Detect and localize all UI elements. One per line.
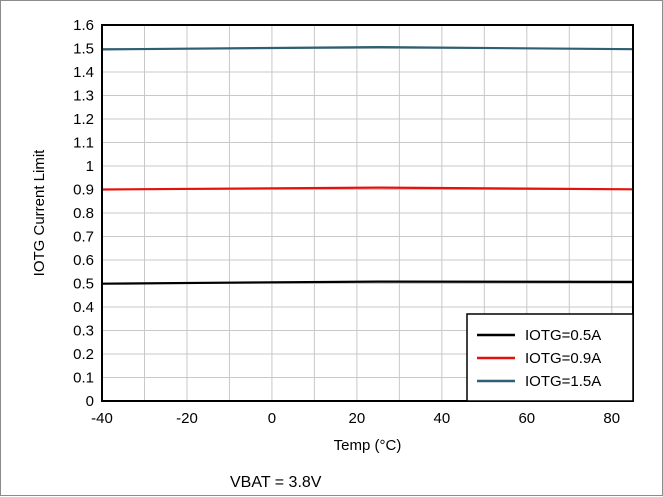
footnote-vbat: VBAT = 3.8V [230, 474, 322, 491]
y-tick-label: 0.5 [73, 276, 94, 293]
y-tick-label: 1 [86, 158, 94, 175]
axes [101, 24, 634, 402]
series-line-3 [101, 45, 634, 51]
legend-label-1: IOTG=0.5A [525, 327, 601, 344]
x-tick-labels: -40 -20 0 20 40 60 80 [91, 410, 620, 427]
y-tick-label: 0.3 [73, 323, 94, 340]
x-tick-label: -40 [91, 410, 113, 427]
y-axis-label: IOTG Current Limit [31, 149, 48, 277]
x-tick-label: -20 [176, 410, 198, 427]
x-axis-label: Temp (°C) [334, 437, 402, 454]
x-tick-label: 80 [603, 410, 620, 427]
y-tick-label: 1.3 [73, 88, 94, 105]
series-lines [101, 45, 634, 285]
y-tick-label: 0.1 [73, 370, 94, 387]
y-tick-label: 1.4 [73, 64, 94, 81]
y-tick-label: 1.2 [73, 111, 94, 128]
y-tick-label: 0.7 [73, 229, 94, 246]
series-line-2 [101, 186, 634, 191]
y-tick-labels: 0 0.1 0.2 0.3 0.4 0.5 0.6 0.7 0.8 0.9 1 1.1 1.2 1.3 1.… [73, 17, 94, 410]
y-tick-label: 1.6 [73, 17, 94, 34]
y-tick-label: 1.5 [73, 41, 94, 58]
x-tick-label: 20 [349, 410, 366, 427]
y-tick-label: 0.4 [73, 299, 94, 316]
y-tick-label: 0.2 [73, 346, 94, 363]
legend: IOTG=0.5A IOTG=0.9A IOTG=1.5A [466, 313, 634, 402]
legend-label-3: IOTG=1.5A [525, 373, 601, 390]
y-tick-label: 0.6 [73, 252, 94, 269]
y-tick-label: 1.1 [73, 135, 94, 152]
x-tick-label: 60 [518, 410, 535, 427]
x-tick-label: 40 [433, 410, 450, 427]
plot-border [101, 24, 634, 402]
y-tick-label: 0.9 [73, 182, 94, 199]
y-tick-label: 0.8 [73, 205, 94, 222]
series-line-1 [101, 280, 634, 285]
y-tick-label: 0 [86, 393, 94, 410]
legend-label-2: IOTG=0.9A [525, 350, 601, 367]
x-tick-label: 0 [268, 410, 276, 427]
